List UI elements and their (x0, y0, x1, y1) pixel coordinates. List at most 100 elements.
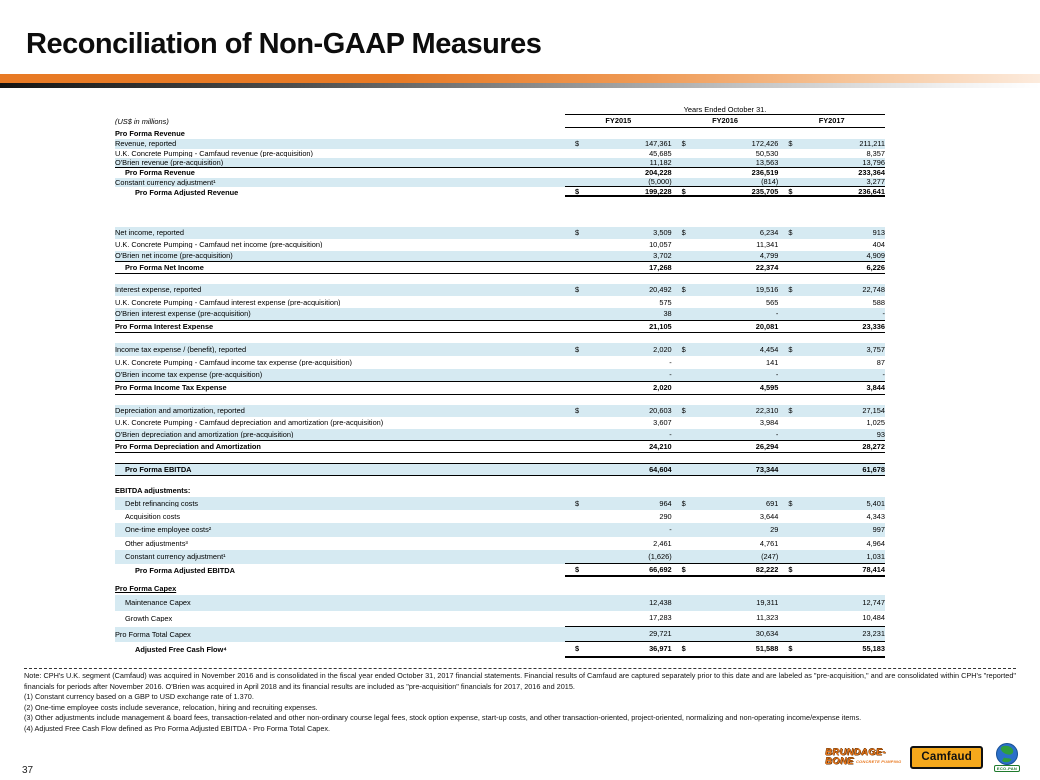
footnotes-section: Note: CPH's U.K. segment (Camfaud) was a… (24, 668, 1016, 734)
value-cell: 17,283 (565, 613, 672, 623)
table-row: Pro Forma EBITDA 64,604 73,344 61,678 (115, 463, 885, 476)
value-cell: - (672, 371, 778, 379)
value: 199,228 (644, 186, 672, 196)
value: - (775, 429, 779, 439)
value-cell: 28,272 (778, 442, 885, 450)
row-label: Pro Forma Net Income (125, 263, 204, 272)
value: 4,454 (759, 344, 779, 354)
row-values: 2,461 4,761 4,964 (565, 537, 885, 550)
value-cell: 24,210 (565, 442, 672, 450)
section-header-row: Pro Forma Revenue (115, 128, 885, 139)
value-cell: 4,761 (672, 538, 779, 548)
table-row: One-time employee costs² - 29 997 (115, 523, 885, 537)
eco-pan-label: ECO-PAN (993, 765, 1021, 772)
value: (1,626) (648, 551, 672, 561)
table-row: O'Brien income tax expense (pre-acquisit… (115, 369, 885, 383)
row-values: - 29 997 (565, 523, 885, 536)
years-ended-header: Years Ended October 31. (565, 105, 885, 115)
value-cell: 21,105 (565, 322, 672, 330)
section-gap (115, 197, 885, 227)
value: 23,336 (862, 321, 886, 331)
section-header-label: EBITDA adjustments: (115, 486, 191, 495)
value: 404 (872, 239, 886, 249)
value: 4,761 (759, 538, 779, 548)
table-row: Pro Forma Net Income 17,268 22,374 6,226 (115, 262, 885, 274)
table-row: Net income, reported $3,509 $6,234 $913 (115, 227, 885, 239)
table-row: Pro Forma Adjusted Revenue $199,228 $235,7… (115, 186, 886, 198)
value: 236,641 (858, 186, 886, 196)
value-cell: $211,211 (778, 140, 885, 148)
value-cell: $236,641 (778, 186, 886, 196)
value: 147,361 (644, 139, 672, 149)
value: 4,909 (866, 251, 886, 261)
value: 78,414 (862, 564, 886, 574)
row-values: 204,228 236,519 233,364 (565, 168, 885, 178)
value-cell: 4,909 (778, 251, 886, 261)
value-cell: 3,607 (565, 419, 672, 427)
value-cell: 12,438 (565, 598, 672, 608)
value: 17,283 (649, 613, 672, 623)
value-cell: - (565, 357, 672, 367)
row-label: Pro Forma Revenue (125, 169, 195, 177)
accent-bar-dark (0, 83, 1040, 88)
footnote-list: (1) Constant currency based on a GBP to … (24, 692, 1016, 734)
row-values: --- (565, 369, 885, 381)
table-row: Pro Forma Total Capex 29,721 30,634 23,231 (115, 626, 885, 643)
table-row: Pro Forma Revenue 204,228 236,519 233,364 (115, 168, 885, 178)
table-row: Pro Forma Income Tax Expense 2,020 4,595 3,… (115, 382, 885, 396)
row-values: $147,361 $172,426 $211,211 (565, 139, 885, 149)
value: 87 (876, 357, 886, 367)
footnote-item: (1) Constant currency based on a GBP to … (24, 692, 254, 702)
fiscal-year-column: FY2016 (712, 116, 738, 126)
brundage-line2: BONE (825, 756, 854, 767)
section-header-label: Pro Forma Revenue (115, 129, 185, 138)
value: 141 (766, 357, 779, 367)
footnote-item: (4) Adjusted Free Cash Flow defined as P… (24, 723, 331, 733)
footnote-item: (3) Other adjustments include management… (24, 713, 862, 723)
camfaud-logo: Camfaud (910, 745, 983, 769)
logo-group: BRUNDAGE- BONE CONCRETE PUMPING Camfaud … (825, 742, 1022, 772)
value: 12,438 (649, 598, 672, 608)
dollar-sign: $ (788, 186, 793, 196)
value: 93 (876, 429, 886, 439)
table-row: U.K. Concrete Pumping - Camfaud net inco… (115, 239, 885, 251)
dollar-sign: $ (788, 344, 793, 354)
value: 3,757 (866, 344, 886, 354)
value-cell: 6,226 (778, 262, 886, 272)
table-row: U.K. Concrete Pumping - Camfaud deprecia… (115, 417, 885, 429)
row-label: U.K. Concrete Pumping - Camfaud revenue … (115, 149, 313, 158)
row-label: Acquisition costs (125, 512, 181, 521)
value-cell: 3,644 (672, 513, 779, 521)
value: 10,484 (862, 613, 886, 623)
value: 11,182 (649, 158, 672, 168)
table-row: U.K. Concrete Pumping - Camfaud interest… (115, 296, 885, 308)
value-cell: 10,484 (778, 613, 886, 623)
section-header-label: Pro Forma Capex (115, 585, 177, 593)
table-row: O'Brien interest expense (pre-acquisitio… (115, 308, 885, 321)
row-values: - 141 87 (565, 356, 885, 369)
row-values: 3,607 3,984 1,025 (565, 417, 885, 429)
value-cell: 1,025 (778, 418, 886, 428)
dollar-sign: $ (575, 564, 580, 574)
value: - (669, 357, 672, 367)
row-label: Pro Forma Adjusted Revenue (135, 188, 239, 196)
value: 27,154 (862, 406, 886, 416)
value: - (669, 370, 672, 380)
dollar-sign: $ (788, 644, 793, 654)
value: 19,516 (755, 285, 779, 295)
value-cell: 26,294 (672, 442, 779, 450)
value: 1,025 (866, 418, 886, 428)
value: 997 (872, 525, 886, 535)
dollar-sign: $ (575, 186, 580, 196)
value: - (775, 309, 779, 319)
value: 6,226 (866, 262, 886, 272)
value-cell: 3,277 (778, 178, 886, 186)
row-label: Net income, reported (115, 229, 185, 237)
value-cell: 236,519 (672, 168, 779, 178)
value: 6,234 (759, 228, 779, 238)
fiscal-year-column: FY2017 (818, 116, 845, 126)
value-cell: $3,757 (778, 344, 886, 354)
value: 236,519 (751, 168, 779, 178)
row-label: O'Brien depreciation and amortization (p… (115, 430, 294, 439)
row-values: 38 - - (565, 308, 885, 319)
